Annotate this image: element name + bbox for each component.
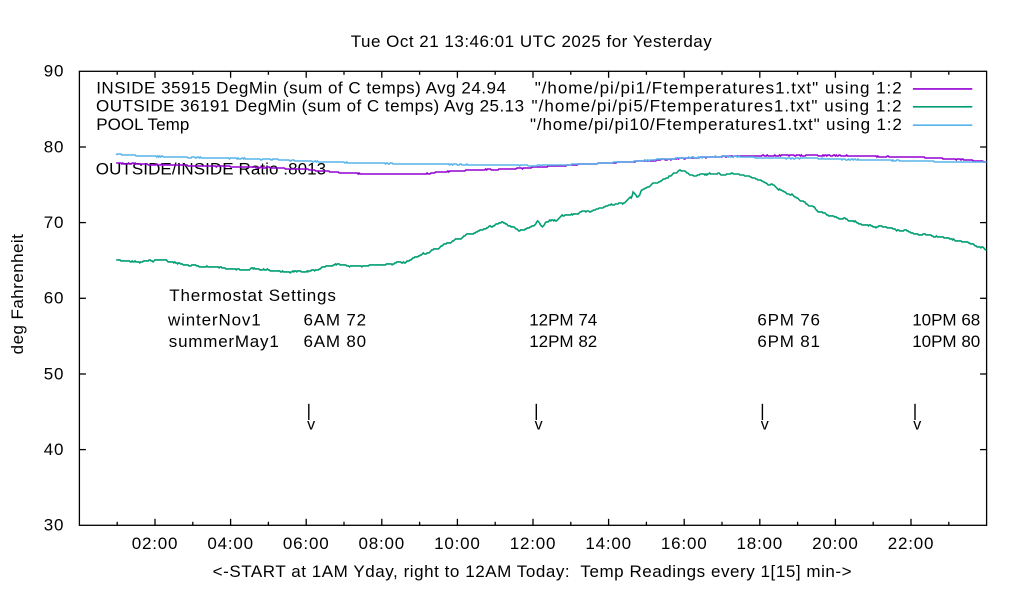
svg-text:02:00: 02:00 [132,534,179,553]
svg-text:20:00: 20:00 [812,534,859,553]
svg-text:v: v [913,416,921,433]
svg-text:winterNov1: winterNov1 [167,311,262,330]
svg-text:"/home/pi/pi5/Ftemperatures1.t: "/home/pi/pi5/Ftemperatures1.txt" using … [532,97,903,116]
svg-text:90: 90 [44,62,65,81]
svg-text:v: v [761,416,769,433]
svg-text:60: 60 [44,289,65,308]
svg-text:12:00: 12:00 [510,534,557,553]
svg-text:22:00: 22:00 [888,534,935,553]
svg-text:10PM 80: 10PM 80 [912,332,980,351]
svg-text:18:00: 18:00 [737,534,784,553]
svg-text:12PM 82: 12PM 82 [529,332,597,351]
svg-text:12PM 74: 12PM 74 [529,311,597,330]
svg-text:6AM 72: 6AM 72 [304,311,367,330]
svg-text:30: 30 [44,516,65,535]
svg-text:70: 70 [44,213,65,232]
svg-text:OUTSIDE 36191 DegMin (sum of C: OUTSIDE 36191 DegMin (sum of C temps) Av… [96,97,525,116]
svg-text:40: 40 [44,440,65,459]
svg-text:"/home/pi/pi10/Ftemperatures1.: "/home/pi/pi10/Ftemperatures1.txt" using… [530,115,903,134]
svg-text:deg Fahrenheit: deg Fahrenheit [8,234,27,355]
svg-text:14:00: 14:00 [585,534,632,553]
svg-text:08:00: 08:00 [359,534,406,553]
svg-text:<-START at 1AM Yday, right to: <-START at 1AM Yday, right to 12AM Today… [213,562,852,581]
svg-text:v: v [535,416,543,433]
svg-text:Tue Oct 21 13:46:01 UTC 2025 f: Tue Oct 21 13:46:01 UTC 2025 for Yesterd… [351,32,712,51]
svg-text:v: v [307,416,315,433]
svg-text:50: 50 [44,364,65,383]
svg-text:6PM 76: 6PM 76 [757,311,820,330]
svg-text:Thermostat Settings: Thermostat Settings [169,286,336,305]
svg-text:6AM 80: 6AM 80 [304,332,367,351]
svg-text:10PM 68: 10PM 68 [912,311,980,330]
svg-text:80: 80 [44,137,65,156]
svg-text:6PM 81: 6PM 81 [757,332,820,351]
svg-text:summerMay1: summerMay1 [169,332,280,351]
svg-text:"/home/pi/pi1/Ftemperatures1.t: "/home/pi/pi1/Ftemperatures1.txt" using … [535,79,903,98]
svg-text:16:00: 16:00 [661,534,708,553]
svg-text:10:00: 10:00 [434,534,481,553]
svg-text:04:00: 04:00 [207,534,254,553]
svg-text:06:00: 06:00 [283,534,330,553]
svg-text:POOL Temp: POOL Temp [96,115,189,134]
svg-text:INSIDE 35915 DegMin (sum of C: INSIDE 35915 DegMin (sum of C temps) Avg… [96,79,506,98]
